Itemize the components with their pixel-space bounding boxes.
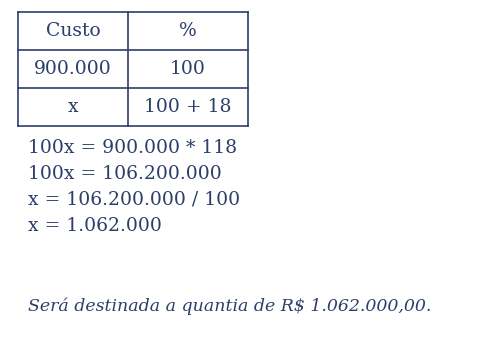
Text: %: % <box>179 22 196 40</box>
Text: Será destinada a quantia de R$ 1.062.000,00.: Será destinada a quantia de R$ 1.062.000… <box>28 297 430 315</box>
Text: 100x = 106.200.000: 100x = 106.200.000 <box>28 165 221 183</box>
Text: 100x = 900.000 * 118: 100x = 900.000 * 118 <box>28 139 236 157</box>
Text: Custo: Custo <box>46 22 100 40</box>
Text: 100 + 18: 100 + 18 <box>144 98 231 116</box>
Text: 900.000: 900.000 <box>34 60 112 78</box>
Text: x: x <box>68 98 78 116</box>
Text: 100: 100 <box>170 60 205 78</box>
Text: x = 1.062.000: x = 1.062.000 <box>28 217 161 235</box>
Text: x = 106.200.000 / 100: x = 106.200.000 / 100 <box>28 191 239 209</box>
